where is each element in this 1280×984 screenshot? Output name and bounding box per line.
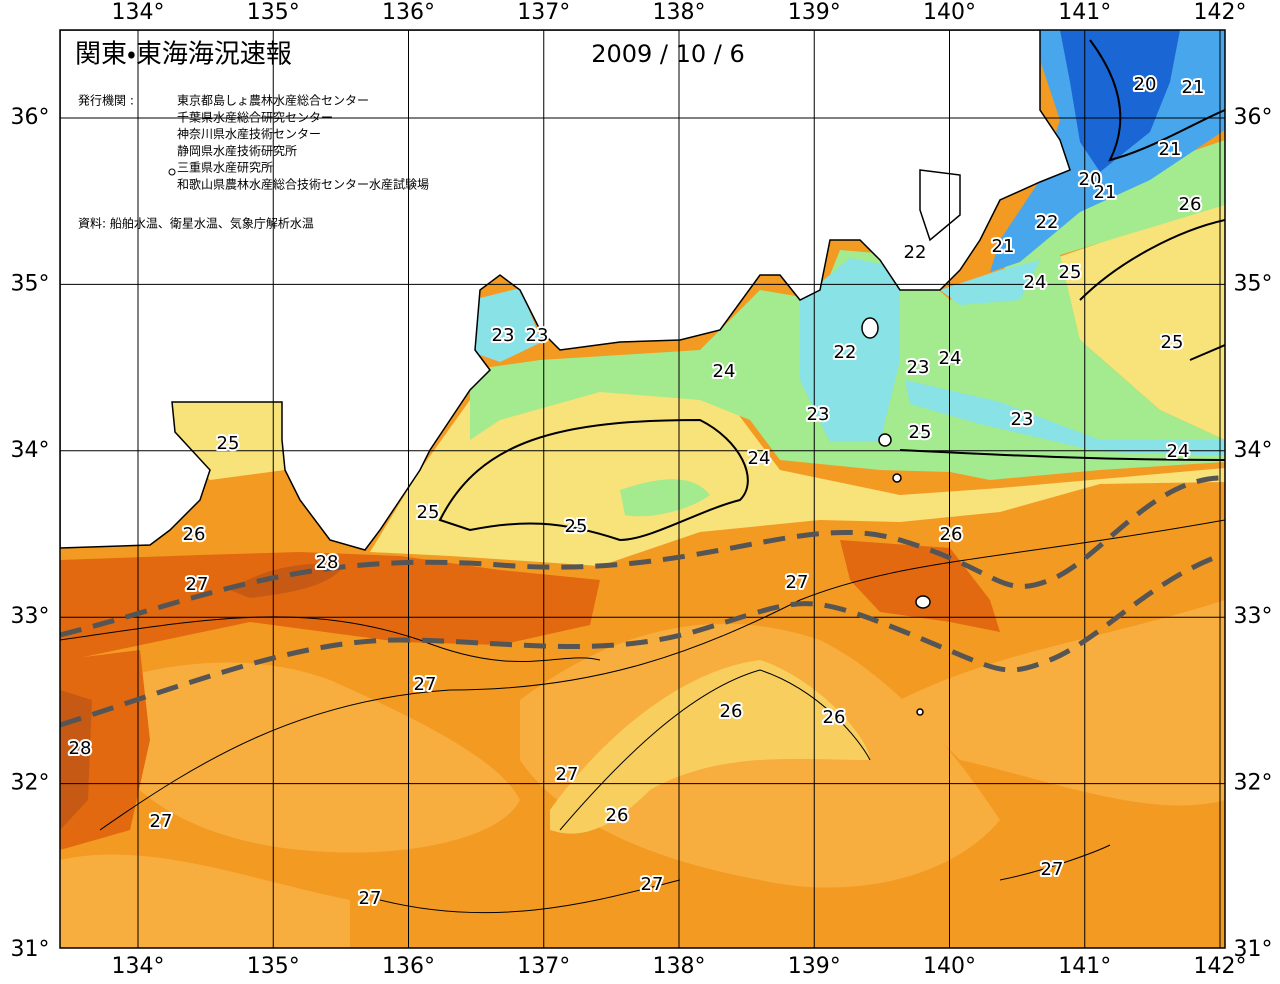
contour-label: 26: [720, 701, 743, 722]
contour-label: 22: [904, 242, 927, 263]
contour-label: 24: [748, 448, 771, 469]
contour-label: 25: [909, 422, 932, 443]
contour-label: 23: [1011, 409, 1034, 430]
contour-label: 26: [606, 805, 629, 826]
issuer-label: 発行機関 :: [78, 94, 134, 108]
longitude-label: 139°: [788, 954, 841, 979]
contour-label: 28: [316, 552, 339, 573]
cold-core: [1060, 30, 1180, 172]
contour-label: 24: [713, 361, 736, 382]
contour-label: 24: [939, 348, 962, 369]
contour-label: 25: [417, 502, 440, 523]
latitude-label: 34°: [11, 438, 50, 463]
contour-label: 21: [1094, 182, 1117, 203]
contour-label: 23: [492, 325, 515, 346]
issuer: 和歌山県農林水産総合技術センター水産試験場: [177, 177, 429, 192]
latitude-label: 35°: [11, 271, 50, 296]
longitude-label: 135°: [247, 0, 300, 25]
longitude-label: 141°: [1058, 954, 1111, 979]
contour-label: 27: [641, 874, 664, 895]
contour-label: 21: [992, 236, 1015, 257]
contour-label: 26: [940, 524, 963, 545]
issuer: 東京都島しょ農林水産総合センター: [177, 93, 369, 108]
contour-label: 27: [786, 572, 809, 593]
contour-label: 21: [1182, 77, 1205, 98]
source: 資料: 船舶水温、衛星水温、気象庁解析水温: [78, 216, 314, 231]
contour-label: 25: [1059, 262, 1082, 283]
longitude-label: 142°: [1194, 0, 1247, 25]
latitude-label: 34°: [1234, 438, 1273, 463]
longitude-label: 134°: [112, 0, 165, 25]
longitude-label: 137°: [517, 0, 570, 25]
latitude-label: 35°: [1234, 271, 1273, 296]
contour-label: 26: [183, 524, 206, 545]
contour-label: 26: [823, 707, 846, 728]
latitude-label: 31°: [11, 937, 50, 962]
date: 2009 / 10 / 6: [591, 40, 745, 68]
contour-label: 23: [907, 357, 930, 378]
longitude-label: 137°: [517, 954, 570, 979]
contour-label: 25: [565, 516, 588, 537]
contour-label: 25: [217, 433, 240, 454]
contour-label: 27: [186, 574, 209, 595]
contour-label: 20: [1134, 74, 1157, 95]
contour-label: 23: [807, 404, 830, 425]
warm-yellow-patch: [550, 660, 870, 834]
marker: [168, 168, 176, 176]
contour-lines: [60, 39, 1225, 914]
contour-label: 24: [1024, 272, 1047, 293]
title: 関東・東海海況速報: [75, 40, 292, 70]
contour-label: 27: [359, 888, 382, 909]
longitude-label: 139°: [788, 0, 841, 25]
contour-label: 28: [69, 738, 92, 759]
latitude-label: 33°: [1234, 604, 1273, 629]
longitude-label: 141°: [1058, 0, 1111, 25]
longitude-label: 135°: [247, 954, 300, 979]
contour-label: 21: [1159, 139, 1182, 160]
latitude-label: 31°: [1234, 937, 1273, 962]
issuer: 千葉県水産総合研究センター: [177, 109, 333, 124]
issuer: 静岡県水産技術研究所: [177, 143, 297, 158]
longitude-label: 142°: [1194, 954, 1247, 979]
longitude-label: 138°: [653, 954, 706, 979]
graticule: [60, 30, 1225, 948]
latitude-label: 33°: [11, 604, 50, 629]
map-frame: [59, 29, 1226, 949]
contour-label: 20: [1079, 169, 1102, 190]
kuroshio-paths: [60, 475, 1223, 728]
contour-label: 27: [1041, 859, 1064, 880]
longitude-label: 140°: [923, 0, 976, 25]
contour-label: 27: [414, 674, 437, 695]
longitude-label: 136°: [382, 0, 435, 25]
issuer: 三重県水産研究所: [177, 161, 273, 175]
latitude-label: 32°: [1234, 771, 1273, 796]
longitude-label: 138°: [653, 0, 706, 25]
contour-label: 25: [1161, 332, 1184, 353]
cyan-region: [472, 258, 1225, 456]
map-body: [60, 30, 1225, 948]
contour-label: 27: [150, 811, 173, 832]
longitude-label: 134°: [112, 954, 165, 979]
contour-label: 22: [834, 342, 857, 363]
longitude-label: 140°: [923, 954, 976, 979]
latitude-label: 36°: [11, 105, 50, 130]
longitude-label: 136°: [382, 954, 435, 979]
contour-label: 26: [1179, 194, 1202, 215]
contour-label: 27: [556, 764, 579, 785]
contour-label: 24: [1167, 441, 1190, 462]
contour-label: 22: [1036, 212, 1059, 233]
contour-label: 23: [526, 325, 549, 346]
issuer: 神奈川県水産技術センター: [177, 126, 321, 141]
land: [60, 30, 1071, 551]
latitude-label: 32°: [11, 771, 50, 796]
latitude-label: 36°: [1234, 105, 1273, 130]
